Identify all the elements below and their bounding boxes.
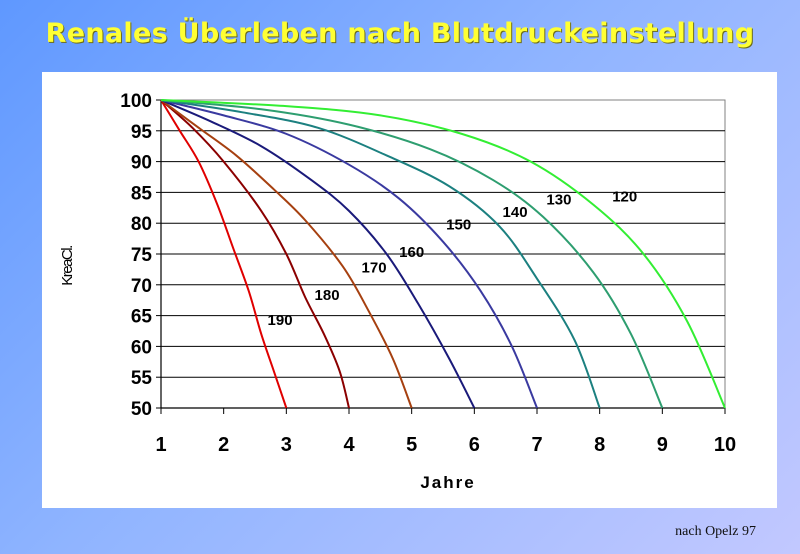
- y-axis-label: KreaCl.: [59, 246, 76, 286]
- y-tick-label: 80: [131, 214, 152, 235]
- series-label: 160: [399, 244, 424, 261]
- series-line-140: [160, 99, 601, 409]
- series-line-120: [160, 99, 726, 409]
- series-label: 120: [612, 189, 637, 206]
- y-tick-label: 85: [131, 183, 153, 204]
- chart-panel: 50 55 60 65 70 75 80 85 90 95 100 1 2 3 4 5 6 7 8 9 10 Jahre K…: [42, 72, 777, 508]
- series-line-190: [160, 99, 288, 409]
- source-note: nach Opelz 97: [675, 524, 756, 539]
- series-line-130: [160, 99, 664, 409]
- x-tick-label: 3: [281, 434, 292, 456]
- series-label: 140: [503, 204, 528, 221]
- x-tick-label: 4: [343, 434, 355, 456]
- series-line-170: [160, 99, 413, 409]
- series-label: 170: [362, 259, 387, 276]
- y-tick-label: 100: [120, 91, 152, 112]
- x-tick-label: 7: [531, 434, 542, 456]
- series-label: 180: [315, 287, 340, 304]
- slide-title: Renales Überleben nach Blutdruckeinstell…: [45, 18, 755, 49]
- x-tick-label: 1: [155, 434, 166, 456]
- y-tick-label: 60: [131, 337, 152, 358]
- series-line-180: [160, 99, 350, 409]
- x-tick-label: 6: [469, 434, 480, 456]
- x-tick-label: 2: [218, 434, 229, 456]
- series-line-160: [160, 99, 476, 409]
- y-tick-label: 70: [131, 276, 152, 297]
- line-chart: 50 55 60 65 70 75 80 85 90 95 100 1 2 3 4 5 6 7 8 9 10 Jahre K…: [59, 91, 736, 492]
- y-tick-label: 75: [131, 245, 153, 266]
- series-label: 150: [446, 216, 471, 233]
- y-tick-label: 90: [131, 153, 152, 174]
- y-tick-label: 55: [131, 368, 153, 389]
- series-label: 130: [546, 192, 571, 209]
- y-tick-label: 65: [131, 307, 153, 328]
- x-tick-label: 8: [594, 434, 605, 456]
- y-tick-label: 95: [131, 122, 153, 143]
- x-tick-label: 9: [657, 434, 668, 456]
- series-label: 190: [268, 312, 293, 329]
- x-tick-label: 5: [406, 434, 417, 456]
- x-axis-label: Jahre: [420, 473, 475, 492]
- x-tick-label: 10: [714, 434, 736, 456]
- y-tick-label: 50: [131, 399, 152, 420]
- series-line-150: [160, 99, 538, 409]
